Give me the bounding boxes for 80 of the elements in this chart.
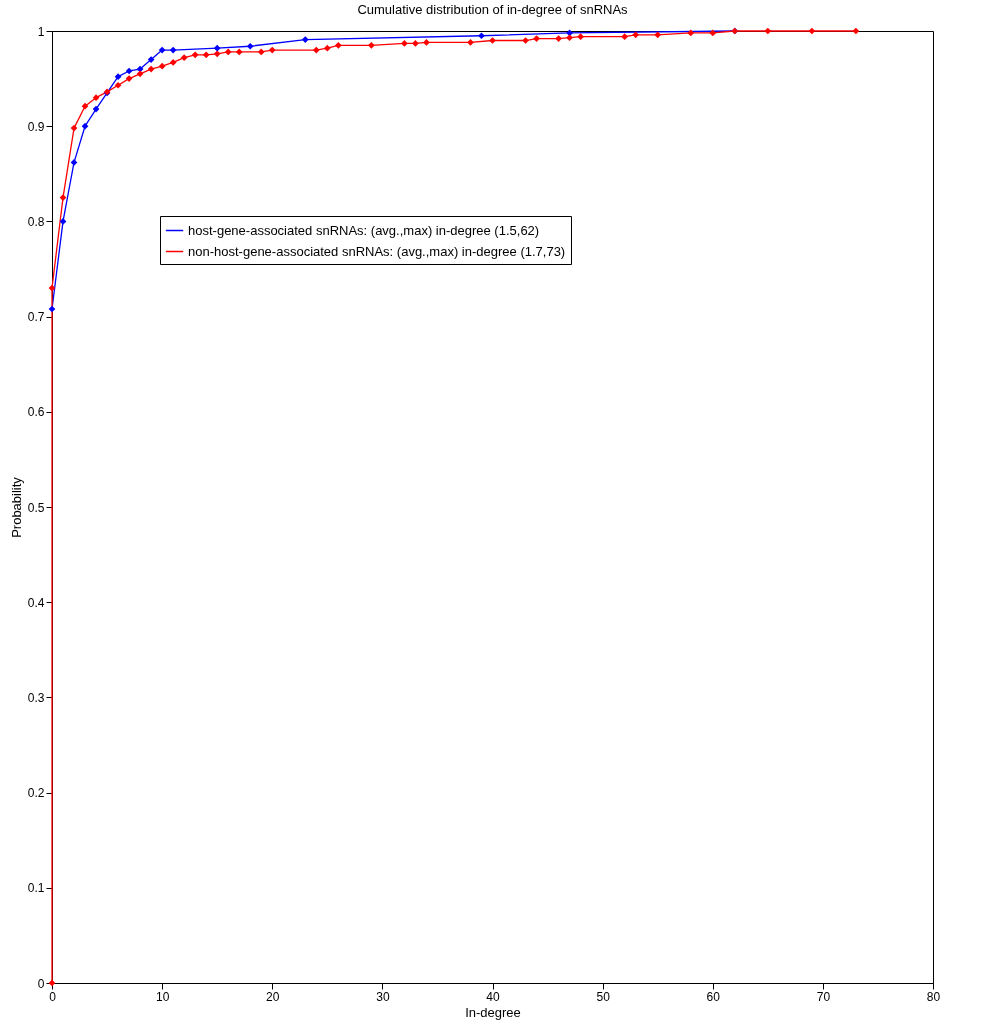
- point: [467, 39, 474, 46]
- point: [48, 284, 56, 292]
- point: [522, 37, 529, 44]
- point: [70, 124, 78, 132]
- chart-title: Cumulative distribution of in-degree of snRNAs: [357, 2, 629, 17]
- point: [147, 65, 155, 73]
- x-tick-label: 60: [706, 989, 721, 1004]
- y-tick-label: 0.7: [27, 310, 45, 325]
- x-tick-label: 80: [926, 989, 941, 1004]
- point: [81, 122, 89, 130]
- point: [323, 44, 331, 52]
- y-tick-label: 0.3: [27, 690, 45, 705]
- point: [764, 27, 772, 35]
- x-tick-label: 10: [155, 989, 170, 1004]
- point: [687, 29, 695, 37]
- point: [136, 65, 144, 73]
- point: [235, 48, 243, 56]
- point: [257, 48, 265, 56]
- point: [114, 81, 122, 89]
- x-tick-label: 70: [816, 989, 831, 1004]
- point: [368, 41, 375, 49]
- point: [224, 48, 232, 56]
- point: [180, 54, 188, 62]
- point: [852, 27, 860, 35]
- point: [401, 40, 408, 47]
- point: [478, 32, 485, 40]
- point: [158, 46, 166, 54]
- x-tick-label: 40: [486, 989, 500, 1004]
- point: [489, 37, 496, 44]
- point: [169, 59, 177, 66]
- point: [654, 31, 662, 39]
- y-tick-label: 0.8: [27, 214, 45, 229]
- y-tick-label: 0.4: [27, 595, 45, 610]
- point: [301, 36, 309, 43]
- point: [246, 42, 254, 50]
- point: [169, 46, 177, 54]
- point: [312, 46, 320, 54]
- point: [632, 31, 640, 39]
- point: [808, 27, 816, 35]
- point: [268, 46, 276, 54]
- y-tick-label: 0.6: [27, 405, 45, 420]
- point: [213, 44, 221, 52]
- x-axis-title: In-degree: [465, 1004, 521, 1020]
- point: [577, 33, 584, 41]
- y-axis-title: Probability: [8, 476, 24, 538]
- x-tick-label: 30: [376, 989, 390, 1004]
- point: [125, 75, 133, 82]
- y-tick-label: 0: [37, 976, 45, 991]
- point: [70, 159, 78, 166]
- point: [709, 29, 717, 37]
- legend-label: host-gene-associated snRNAs: (avg.,max) in-degree (1.5,62): [188, 222, 540, 238]
- point: [566, 34, 573, 42]
- point: [621, 33, 628, 41]
- point: [48, 305, 56, 313]
- point: [92, 94, 100, 101]
- y-tick-label: 0.2: [27, 786, 45, 801]
- y-tick-label: 1: [37, 24, 45, 39]
- point: [334, 41, 342, 49]
- x-tick-label: 50: [596, 989, 611, 1004]
- y-tick-label: 0.9: [27, 119, 45, 134]
- legend-label: non-host-gene-associated snRNAs: (avg.,max) in-degree (1.7,73): [188, 243, 566, 259]
- point: [412, 40, 419, 47]
- y-tick-label: 0.1: [27, 881, 45, 896]
- point: [158, 62, 166, 70]
- point: [533, 35, 540, 42]
- point: [213, 50, 221, 58]
- point: [423, 39, 430, 46]
- y-tick-label: 0.5: [27, 500, 45, 515]
- point: [147, 56, 155, 63]
- point: [48, 979, 56, 987]
- x-tick-label: 20: [266, 989, 280, 1004]
- point: [125, 67, 133, 75]
- point: [81, 102, 89, 110]
- point: [114, 73, 122, 81]
- x-tick-label: 0: [49, 989, 57, 1004]
- point: [191, 51, 199, 59]
- point: [92, 105, 100, 113]
- point: [555, 35, 562, 42]
- point: [136, 70, 144, 78]
- point: [202, 51, 210, 59]
